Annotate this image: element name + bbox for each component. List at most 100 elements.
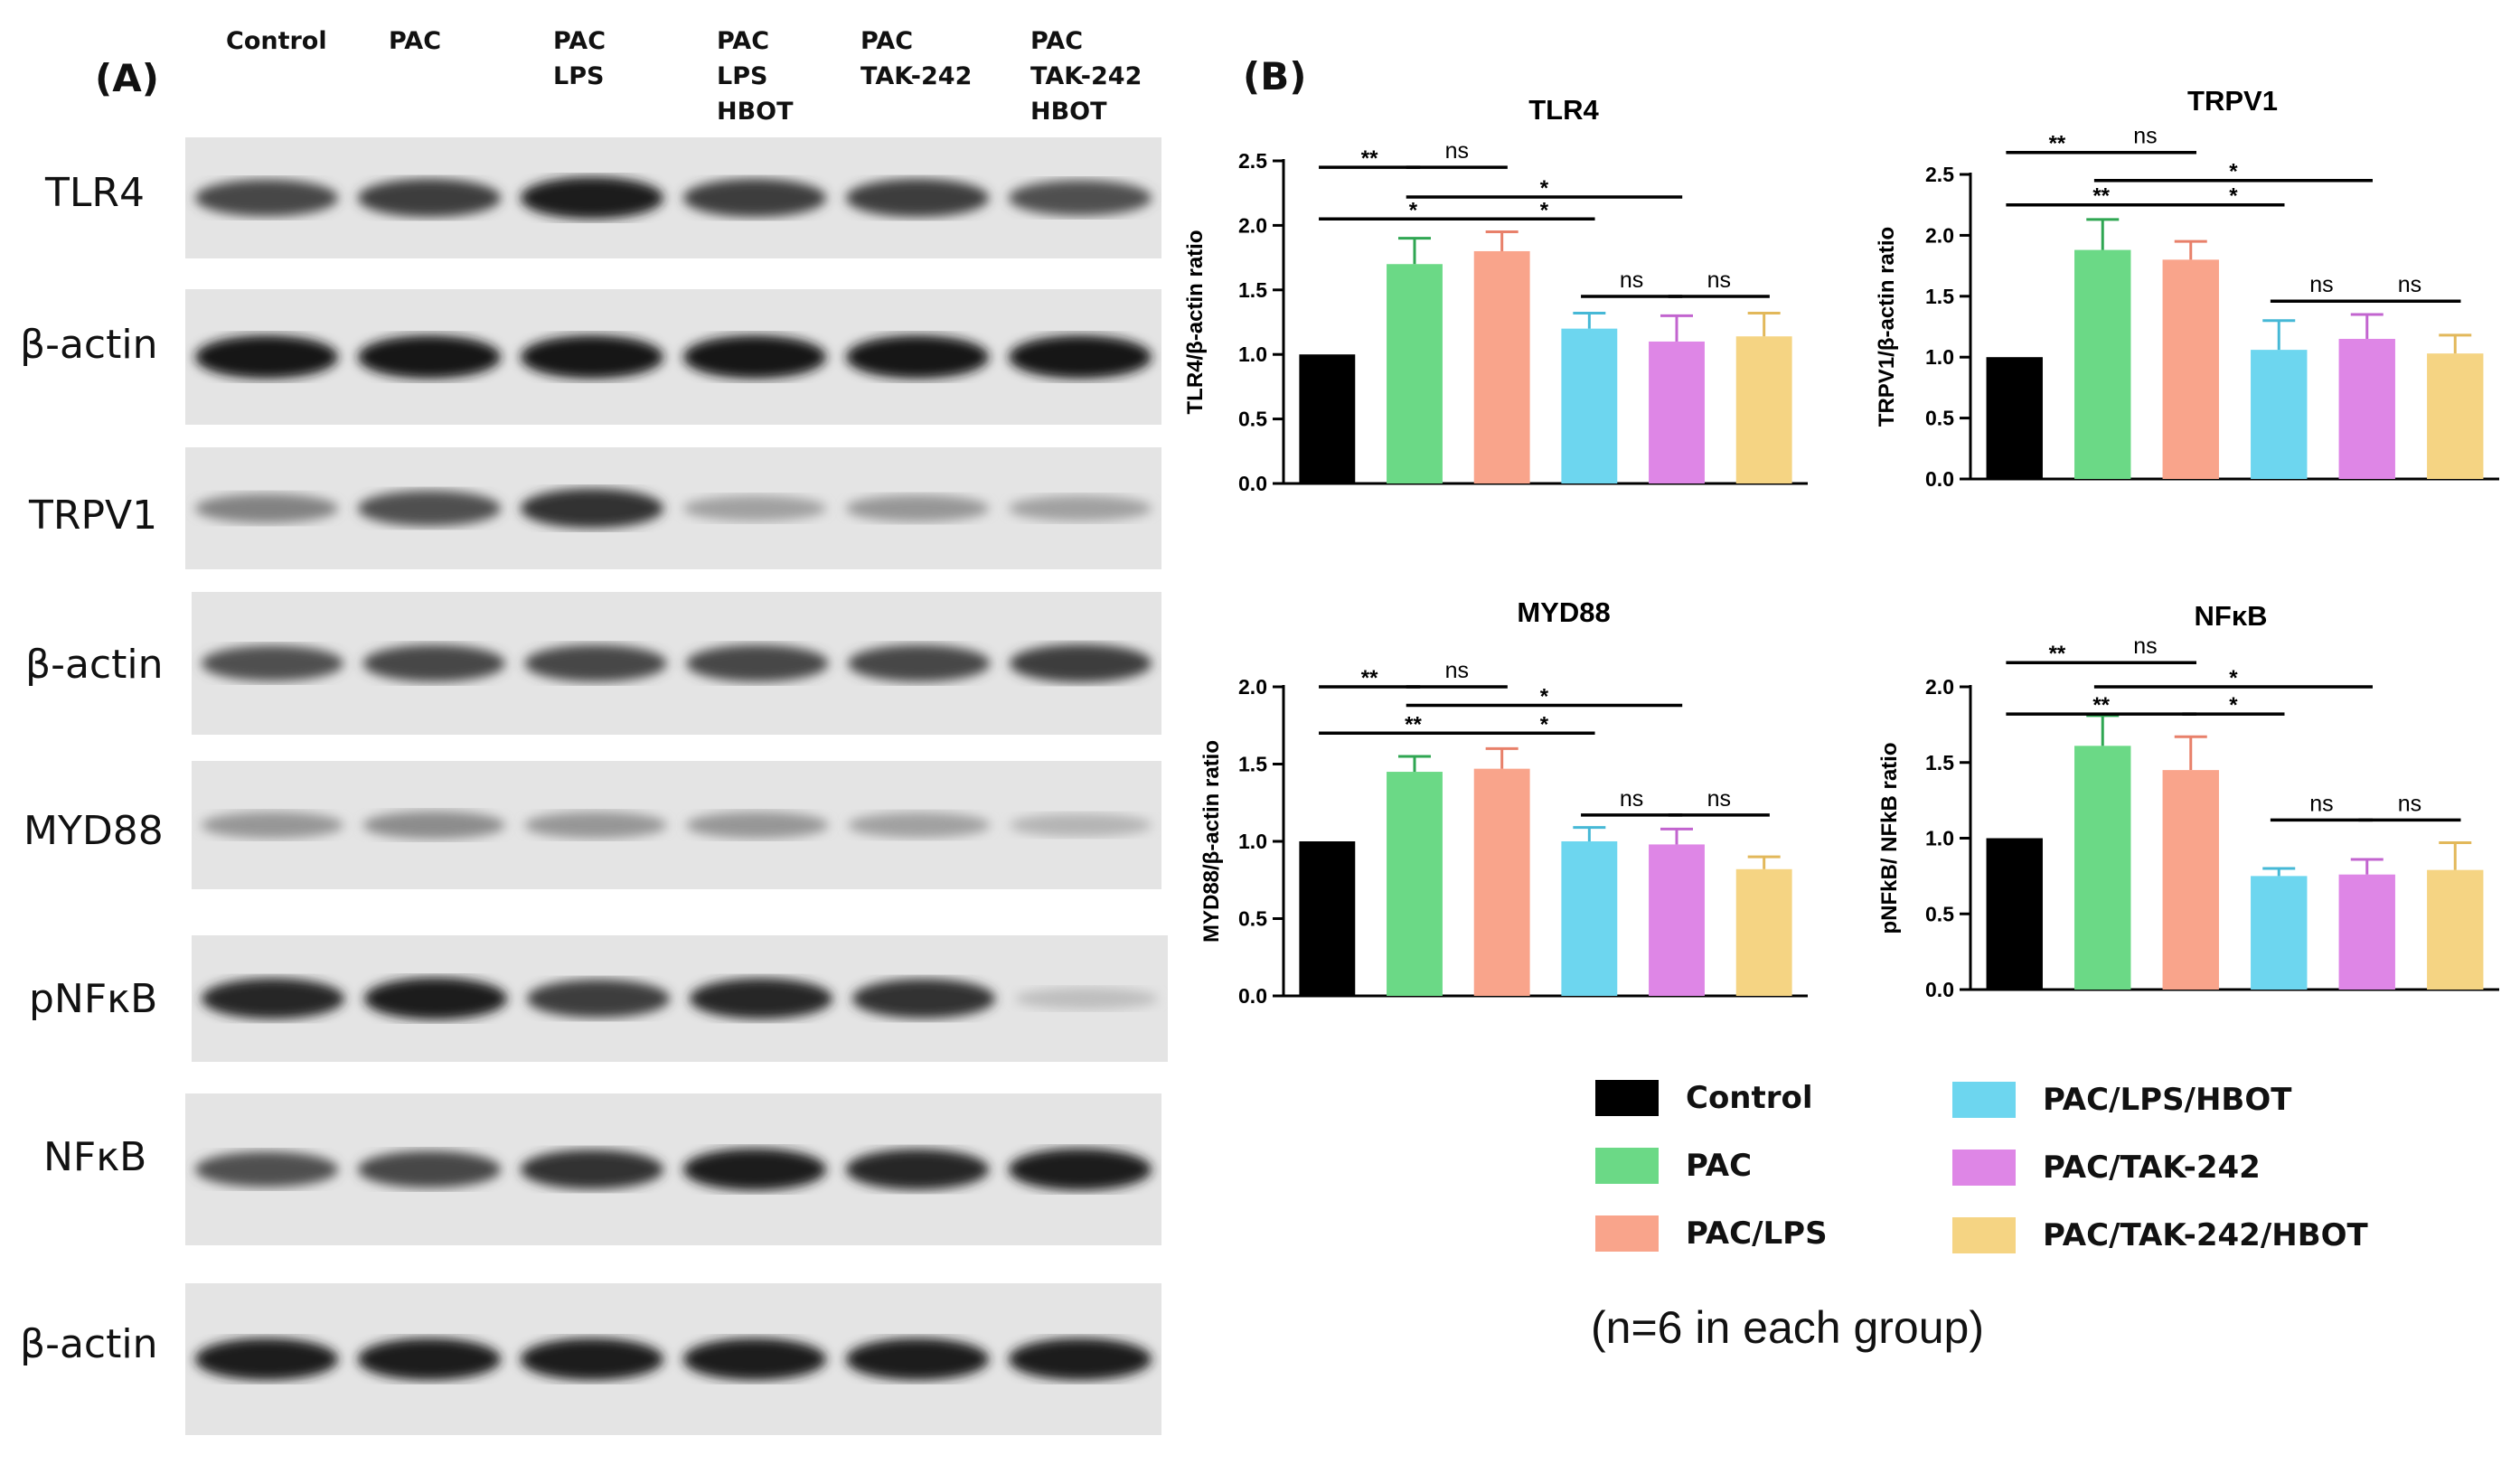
blot-band xyxy=(194,493,339,523)
lane-label: PAC TAK-242 HBOT xyxy=(1030,23,1142,129)
bar-chart-1: TRPV1 0.0 0.5 1.0 1.5 2.0 2.5 TRPV1/β-actin rat… xyxy=(1875,85,2499,491)
blot-band xyxy=(201,645,344,681)
chart-title: NFκB xyxy=(2195,600,2268,632)
lane-label-line: PAC xyxy=(717,27,770,55)
lane-label-line: HBOT xyxy=(1030,98,1107,126)
legend-swatch xyxy=(1595,1148,1659,1184)
significance-label: * xyxy=(2229,693,2238,718)
y-tick-label: 2.0 xyxy=(1238,213,1267,237)
y-tick-label: 0.5 xyxy=(1925,902,1954,925)
y-tick-label: 1.5 xyxy=(1925,751,1954,774)
blot-row-label: β-actin xyxy=(20,322,158,368)
significance-label: ns xyxy=(1445,658,1469,683)
blot-band xyxy=(848,644,991,682)
bar xyxy=(1299,841,1356,996)
significance-label: ns xyxy=(1707,267,1731,293)
lane-label-line: LPS xyxy=(553,62,605,90)
blot-band xyxy=(1008,335,1152,379)
y-tick-label: 0.0 xyxy=(1238,984,1267,1008)
blot-row-label: TLR4 xyxy=(45,170,145,216)
blot-band xyxy=(682,1337,827,1381)
blot-band xyxy=(1008,1148,1152,1191)
blot-band xyxy=(362,644,505,682)
blot-band xyxy=(363,977,508,1020)
blot-band xyxy=(520,176,664,220)
bar xyxy=(1735,336,1792,483)
blot-strip xyxy=(185,1093,1161,1245)
blot-band xyxy=(526,979,671,1018)
chart-title: TRPV1 xyxy=(2187,85,2278,117)
blot-background xyxy=(192,935,1168,1062)
y-tick-label: 1.5 xyxy=(1238,278,1267,302)
blot-row-label: TRPV1 xyxy=(29,493,158,539)
significance-label: * xyxy=(1540,176,1549,201)
panel-b-label: (B) xyxy=(1243,54,1307,99)
blot-band xyxy=(520,488,664,529)
significance-label: ns xyxy=(2309,272,2333,297)
y-axis-label: MYD88/β-actin ratio xyxy=(1199,740,1224,943)
y-tick-label: 1.5 xyxy=(1925,285,1954,308)
lane-label: PAC LPS HBOT xyxy=(717,23,794,129)
blot-band xyxy=(682,178,827,218)
blot-band xyxy=(357,178,502,218)
blot-band xyxy=(194,179,339,217)
blot-band xyxy=(851,979,996,1018)
blot-background xyxy=(192,592,1161,735)
significance-label: ns xyxy=(2309,791,2333,816)
sample-size-note: (n=6 in each group) xyxy=(1591,1302,1985,1353)
bar-chart-2: MYD88 0.0 0.5 1.0 1.5 2.0 MYD88/β-actin ratio *… xyxy=(1199,596,1808,1008)
bar xyxy=(2338,874,2395,990)
bar xyxy=(1735,868,1792,996)
y-tick-label: 0.5 xyxy=(1238,907,1267,931)
panel-a-label: (A) xyxy=(95,56,159,100)
legend-swatch xyxy=(1595,1215,1659,1252)
blot-band xyxy=(524,644,667,682)
bar xyxy=(2251,350,2308,479)
blot-band xyxy=(845,178,990,218)
y-tick-label: 1.0 xyxy=(1238,830,1267,853)
lane-label: PAC LPS xyxy=(553,23,606,94)
bar xyxy=(1473,768,1530,996)
legend-swatch xyxy=(1595,1080,1659,1116)
blot-background xyxy=(185,137,1161,258)
legend-label: PAC/TAK-242 xyxy=(2043,1150,2261,1186)
blot-band xyxy=(1009,643,1152,683)
y-axis-label: TLR4/β-actin ratio xyxy=(1183,230,1208,415)
legend-label: PAC/LPS xyxy=(1686,1215,1828,1252)
blot-band xyxy=(686,644,829,682)
y-tick-label: 2.0 xyxy=(1238,675,1267,699)
blot-band xyxy=(194,1151,339,1187)
significance-label: ** xyxy=(1361,666,1378,690)
bar xyxy=(2162,259,2219,479)
blot-strip xyxy=(192,761,1161,889)
bar xyxy=(1387,772,1443,996)
blot-band xyxy=(682,495,827,521)
blot-band xyxy=(845,1337,990,1381)
blot-band xyxy=(686,812,829,839)
blot-band xyxy=(357,1150,502,1188)
y-tick-label: 0.5 xyxy=(1238,408,1267,431)
blot-band xyxy=(194,335,339,379)
chart-title: MYD88 xyxy=(1517,596,1610,628)
bar-chart-0: TLR4 0.0 0.5 1.0 1.5 2.0 2.5 TLR4/β-actin ratio… xyxy=(1183,94,1808,495)
blot-band xyxy=(357,490,502,527)
bar xyxy=(1561,841,1618,996)
blot-band xyxy=(194,1337,339,1381)
significance-label: ns xyxy=(1620,786,1643,812)
bar xyxy=(2427,869,2484,990)
lane-label-line: TAK-242 xyxy=(1030,62,1142,90)
blot-band xyxy=(201,812,344,839)
y-tick-label: 0.5 xyxy=(1925,407,1954,430)
lane-label-line: HBOT xyxy=(717,98,794,126)
significance-label: * xyxy=(1409,198,1418,222)
significance-label: ns xyxy=(2133,633,2157,659)
blot-band xyxy=(1009,813,1152,837)
bar xyxy=(2162,770,2219,990)
blot-row-label: β-actin xyxy=(20,1321,158,1367)
significance-label: * xyxy=(2229,160,2238,184)
blot-band xyxy=(689,978,833,1019)
blot-band xyxy=(520,335,664,379)
blot-row-label: MYD88 xyxy=(24,808,164,854)
bar xyxy=(2427,353,2484,479)
